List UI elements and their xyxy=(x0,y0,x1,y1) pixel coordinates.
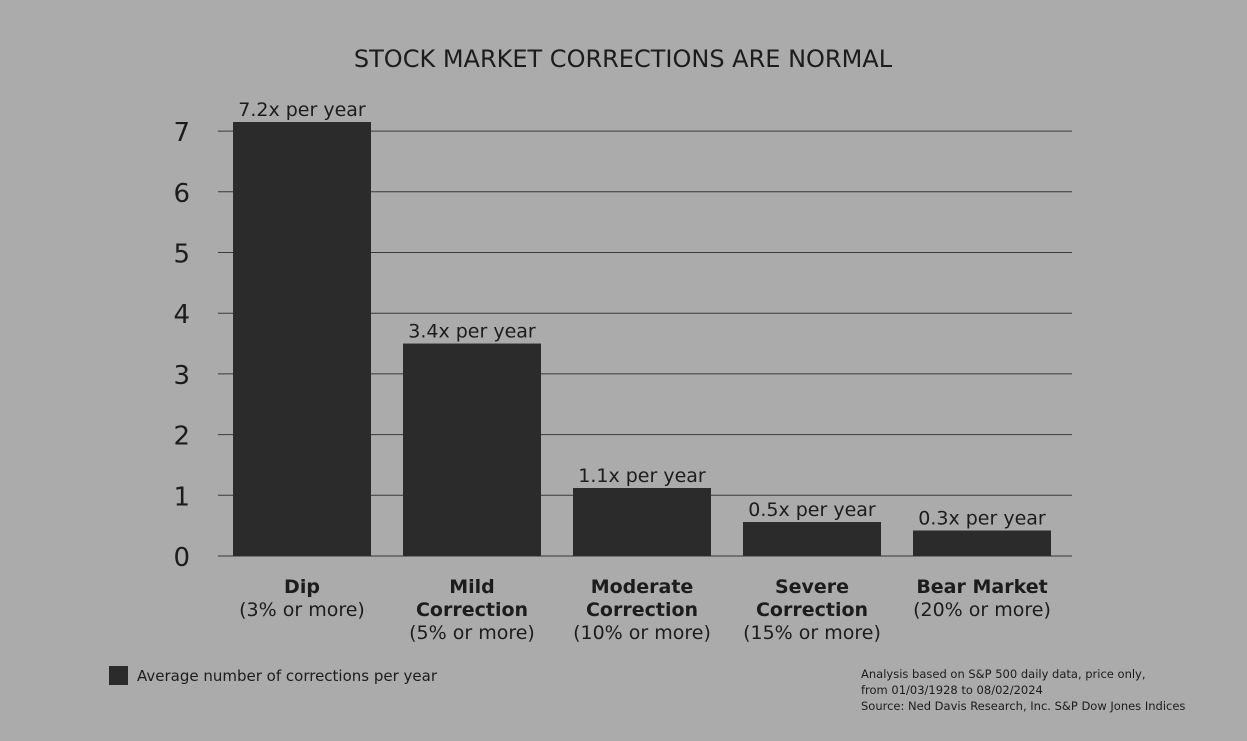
y-tick-label-6: 6 xyxy=(173,179,190,209)
data-label-2: 1.1x per year xyxy=(578,465,706,487)
source-note: Analysis based on S&P 500 daily data, pr… xyxy=(861,666,1185,714)
y-tick-label-3: 3 xyxy=(173,361,190,391)
y-tick-label-7: 7 xyxy=(173,118,190,148)
y-tick-label-0: 0 xyxy=(173,543,190,573)
x-tick-label-3: Severe Correction (15% or more) xyxy=(743,576,881,644)
source-note-line3: Source: Ned Davis Research, Inc. S&P Dow… xyxy=(861,699,1186,713)
data-label-0: 7.2x per year xyxy=(238,99,366,121)
bar-4 xyxy=(913,530,1051,556)
y-tick-label-5: 5 xyxy=(173,240,190,270)
y-tick-label-1: 1 xyxy=(173,482,190,512)
x-tick-label-1: Mild Correction (5% or more) xyxy=(409,576,535,644)
source-note-line1: Analysis based on S&P 500 daily data, pr… xyxy=(861,667,1146,681)
bar-3 xyxy=(743,522,881,556)
bar-0 xyxy=(233,121,371,557)
x-tick-label-0: Dip (3% or more) xyxy=(239,576,365,621)
data-label-4: 0.3x per year xyxy=(918,508,1046,530)
x-tick-label-4: Bear Market (20% or more) xyxy=(913,576,1051,621)
x-tick-label-2: Moderate Correction (10% or more) xyxy=(573,576,711,644)
legend-swatch xyxy=(109,666,128,685)
bar-1 xyxy=(403,343,541,556)
y-tick-label-4: 4 xyxy=(173,300,190,330)
source-note-line2: from 01/03/1928 to 08/02/2024 xyxy=(861,683,1043,697)
y-tick-label-2: 2 xyxy=(173,422,190,452)
data-label-3: 0.5x per year xyxy=(748,499,876,521)
data-label-1: 3.4x per year xyxy=(408,321,536,343)
legend-label: Average number of corrections per year xyxy=(137,666,438,685)
chart-title: STOCK MARKET CORRECTIONS ARE NORMAL xyxy=(354,45,893,73)
bar-2 xyxy=(573,488,711,556)
legend: Average number of corrections per year xyxy=(109,666,437,685)
